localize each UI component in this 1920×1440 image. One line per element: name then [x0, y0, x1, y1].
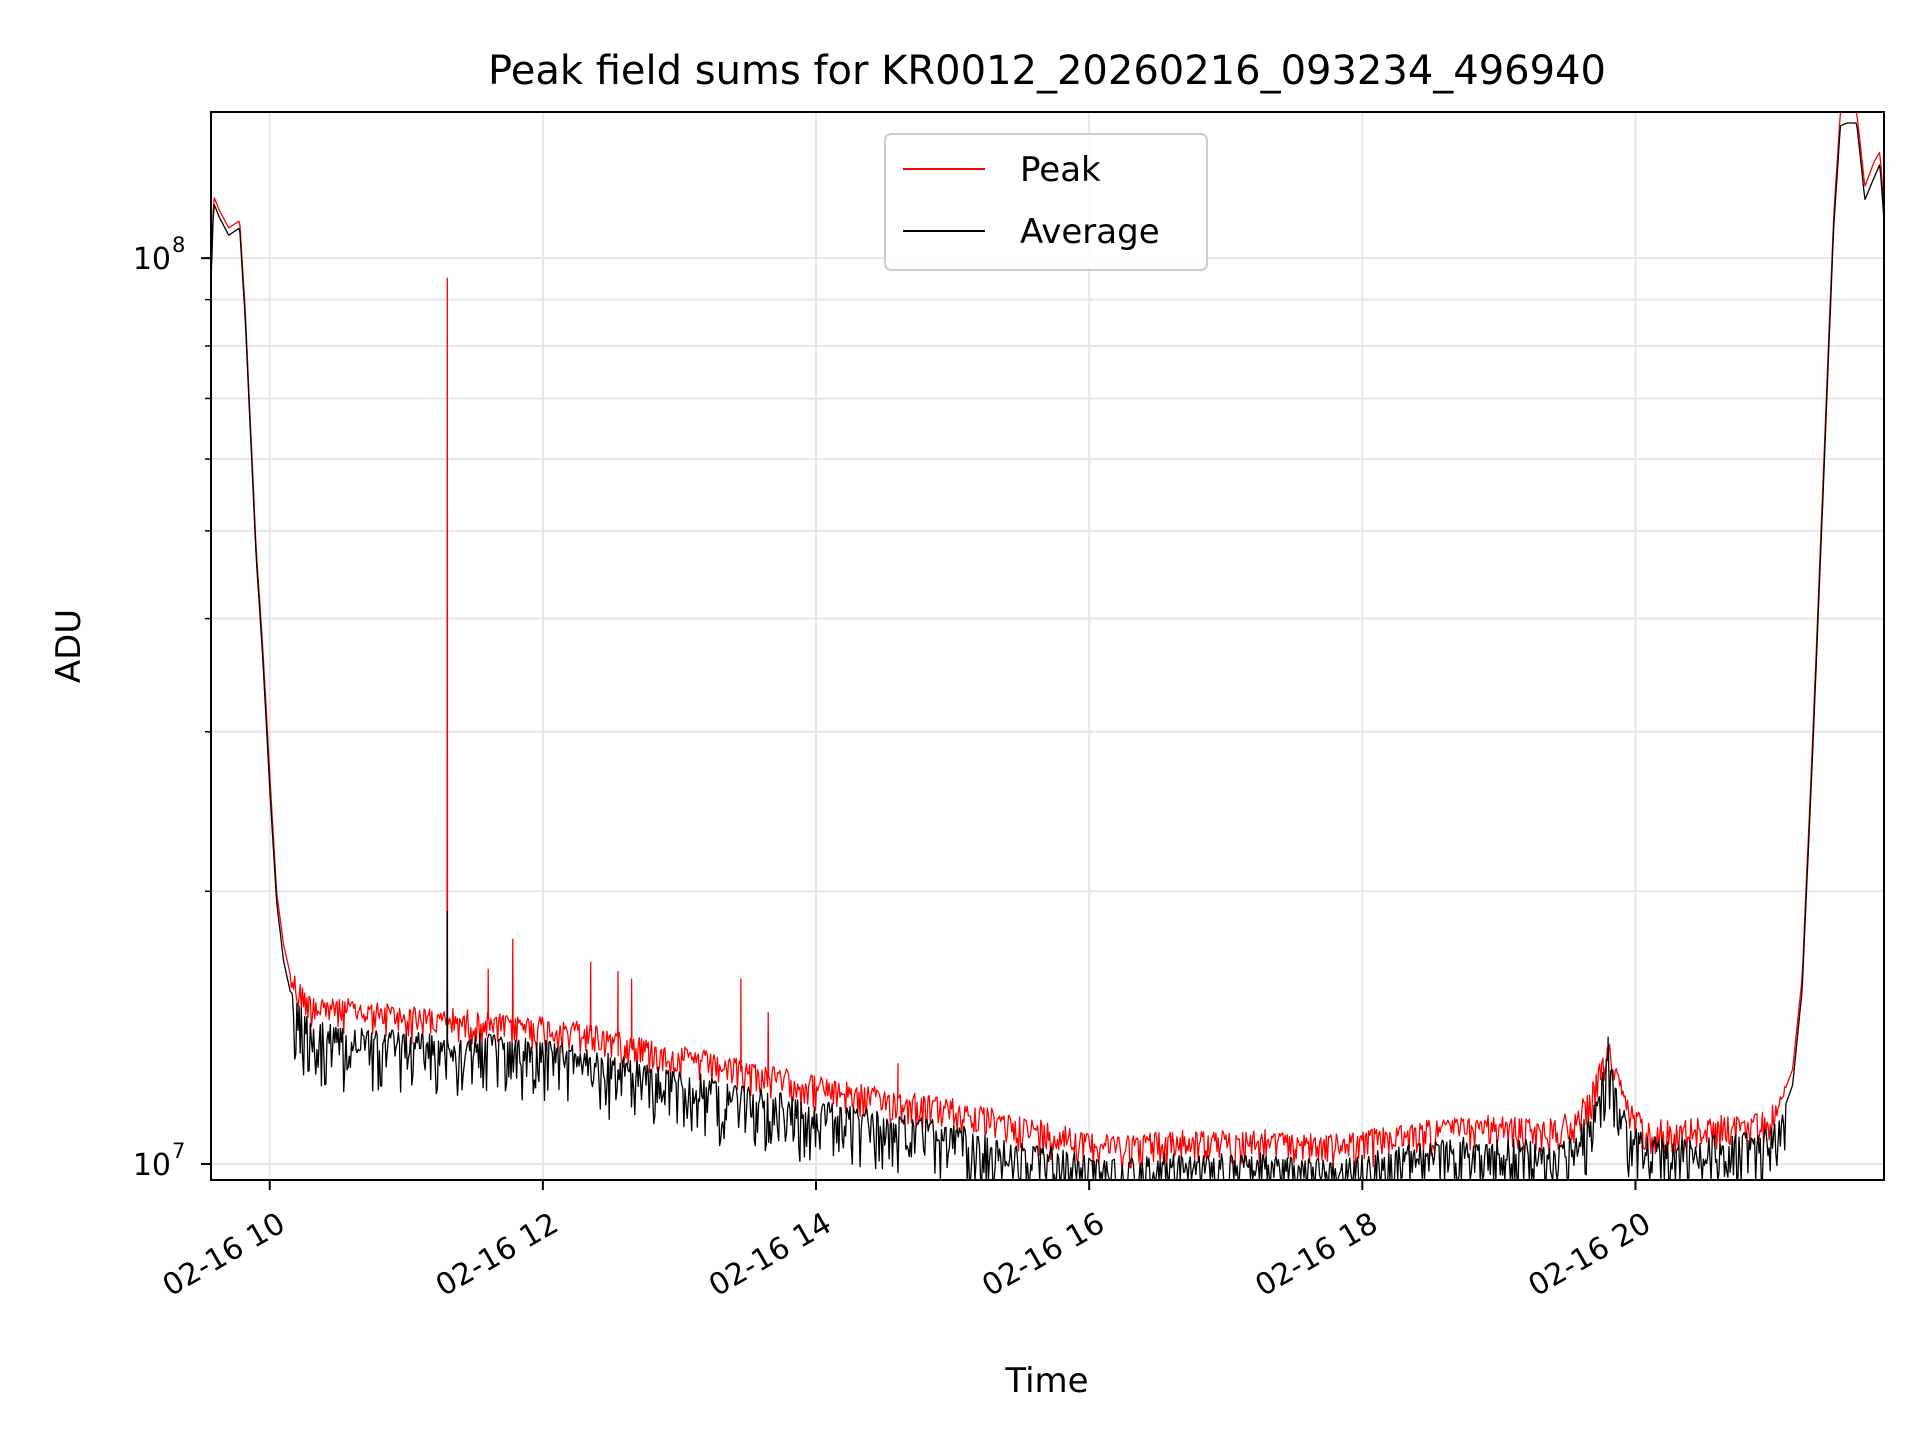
plot-frame	[210, 111, 1885, 1181]
legend: Peak Average	[884, 133, 1208, 271]
y-tick-label: 10	[133, 1148, 171, 1183]
y-tick-exponent: 8	[172, 233, 185, 257]
plot-series	[210, 111, 1885, 1181]
y-axis-label: ADU	[49, 609, 89, 683]
series-line-average	[210, 122, 1885, 1181]
legend-label-average: Average	[1020, 212, 1160, 252]
y-tick-exponent: 7	[172, 1139, 185, 1163]
y-tick-label: 10	[133, 242, 171, 277]
series-line-peak	[210, 111, 1885, 1173]
chart-title: Peak field sums for KR0012_20260216_0932…	[488, 48, 1606, 94]
x-axis-label: Time	[1004, 1361, 1088, 1401]
legend-label-peak: Peak	[1020, 150, 1101, 190]
